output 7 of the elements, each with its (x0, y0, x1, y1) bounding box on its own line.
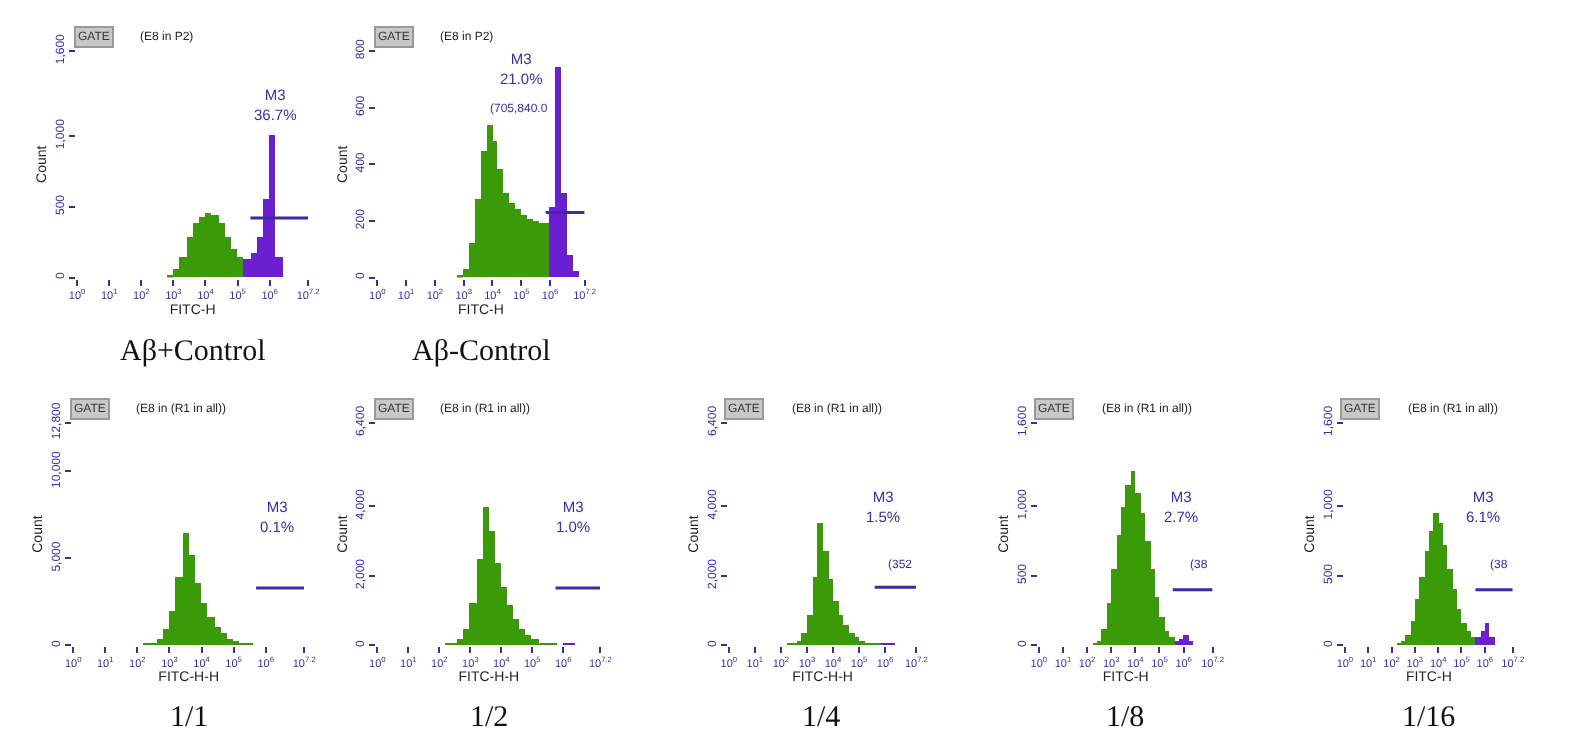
text: 1/16 (1402, 702, 1457, 734)
text: 1/4 (802, 702, 842, 734)
text: 1/8 (1106, 702, 1145, 734)
text: Aβ+Control (120, 336, 266, 368)
text: Aβ-Control (412, 336, 551, 368)
text: 1/2 (470, 702, 509, 734)
text: 1/1 (170, 702, 209, 734)
